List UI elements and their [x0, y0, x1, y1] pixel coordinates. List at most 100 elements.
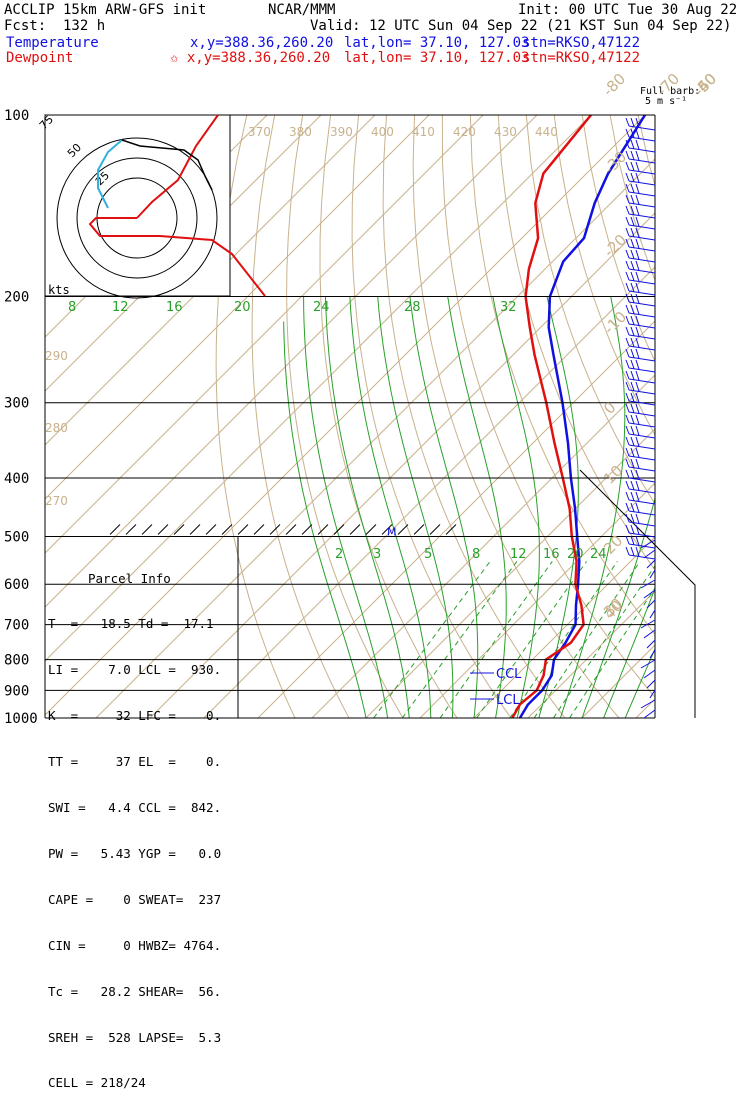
wind-barb-flag	[625, 502, 630, 512]
isotherm-line	[203, 115, 655, 718]
wind-barb-flag	[635, 315, 640, 326]
wind-barb-flag	[635, 304, 640, 315]
wind-barb	[646, 599, 656, 609]
wind-barb	[628, 246, 656, 252]
wind-barb	[643, 549, 656, 559]
dry-adiabat-line	[694, 115, 740, 718]
wind-barb-flag	[625, 524, 630, 534]
wind-barb-flag	[630, 502, 635, 512]
dewpoint-xy: ✩ x,y=388.36,260.20	[170, 50, 331, 66]
wind-barb-flag	[635, 491, 640, 502]
mixing-ratio-label: 24	[313, 300, 330, 315]
theta-label: 430	[494, 125, 517, 139]
wind-barb-flag	[635, 326, 640, 337]
level-tick	[189, 524, 201, 535]
wind-barb-flag	[625, 447, 630, 457]
dry-adiabat-line	[637, 115, 655, 718]
wind-barb-flag	[625, 326, 630, 336]
temperature-latlon: lat,lon= 37.10, 127.03	[344, 35, 530, 51]
wind-barb	[628, 477, 656, 483]
mixing-ratio-label: 8	[68, 300, 76, 315]
wind-barb	[628, 213, 656, 219]
isotherm-label: -80	[599, 70, 629, 100]
wind-barb	[643, 629, 656, 639]
wind-column-border	[579, 469, 696, 718]
dry-adiabat-line	[351, 115, 512, 718]
mixing-ratio-line	[476, 561, 588, 718]
level-tick	[413, 524, 425, 535]
wind-barb-flag	[625, 304, 630, 314]
wind-barb	[649, 649, 656, 659]
wind-barb-flag	[630, 139, 635, 149]
isotherm-line	[45, 115, 646, 718]
pressure-tick-label: 900	[4, 683, 29, 699]
wind-barb-flag	[625, 271, 630, 281]
wind-barb-flag	[630, 546, 635, 556]
wind-barb-flag	[630, 183, 635, 193]
moist-adiabat-line	[283, 321, 367, 718]
level-tick	[349, 524, 361, 535]
wind-barb-flag	[625, 238, 630, 248]
wind-barb-flag	[625, 282, 630, 292]
wind-barb-flag	[635, 458, 640, 469]
isotherm-line	[149, 115, 655, 718]
dry-adiabat-line	[215, 115, 296, 718]
wind-barb	[628, 389, 656, 395]
parcel-row-1: LI = 7.0 LCL = 930.	[48, 662, 222, 678]
isotherm-label: -20	[600, 231, 630, 261]
wind-barb-flag	[630, 436, 635, 446]
level-tick	[269, 524, 281, 535]
dewpoint-latlon: lat,lon= 37.10, 127.03	[344, 50, 530, 66]
parcel-row-8: Tc = 28.2 SHEAR= 56.	[48, 983, 222, 999]
wind-barb-flag	[630, 282, 635, 292]
mixing-ratio-label: 12	[112, 300, 129, 315]
wind-barb-flag	[625, 128, 630, 138]
wind-barb-flag	[630, 260, 635, 270]
wind-barb	[646, 639, 656, 649]
wind-barb-flag	[625, 513, 630, 523]
wind-barb-flag	[635, 293, 640, 304]
wind-barb-flag	[630, 205, 635, 215]
mixing-ratio-label: 8	[472, 547, 480, 562]
isotherm-line	[45, 115, 430, 718]
parcel-row-6: CAPE = 0 SWEAT= 237	[48, 891, 222, 907]
theta-label: 390	[330, 125, 353, 139]
wind-barb-flag	[625, 315, 630, 325]
wind-barb-flag	[630, 359, 635, 369]
wind-barb-flag	[635, 183, 640, 194]
theta-label: 440	[535, 125, 558, 139]
mixing-ratio-label: 16	[166, 300, 183, 315]
wind-barb	[628, 488, 656, 494]
wind-barb-flag	[635, 260, 640, 271]
wind-barb-flag	[625, 249, 630, 259]
wind-barb-flag	[635, 216, 640, 227]
isotherm-line	[635, 115, 655, 718]
wind-barb-flag	[625, 172, 630, 182]
wind-barb	[649, 569, 656, 579]
theta-label: 370	[248, 125, 271, 139]
mixing-ratio-label: 20	[234, 300, 251, 315]
model-title: ACCLIP 15km ARW-GFS init	[4, 2, 207, 18]
level-tick	[301, 524, 313, 535]
wind-barb-flag	[630, 469, 635, 479]
wind-barb	[628, 444, 656, 450]
wind-barb	[628, 279, 656, 285]
parcel-level-label: CCL	[496, 667, 522, 682]
wind-barb-flag	[625, 117, 630, 127]
wind-barb	[628, 411, 656, 417]
parcel-row-2: K = 32 LFC = 0.	[48, 708, 222, 724]
pressure-tick-label: 800	[4, 653, 29, 669]
wind-barb	[628, 169, 656, 175]
barb-legend-units: 5 m s⁻¹	[645, 96, 688, 107]
wind-barb	[628, 235, 656, 241]
wind-barb-flag	[625, 480, 630, 490]
mixing-level-marker: M	[387, 525, 397, 538]
isotherm-label: 0	[600, 398, 619, 417]
isotherm-line	[365, 115, 655, 718]
pressure-tick-label: 400	[4, 471, 29, 487]
theta-side-label: 270	[45, 494, 68, 508]
wind-barb-flag	[625, 458, 630, 468]
wind-barb-flag	[635, 205, 640, 216]
wind-barb-flag	[630, 447, 635, 457]
